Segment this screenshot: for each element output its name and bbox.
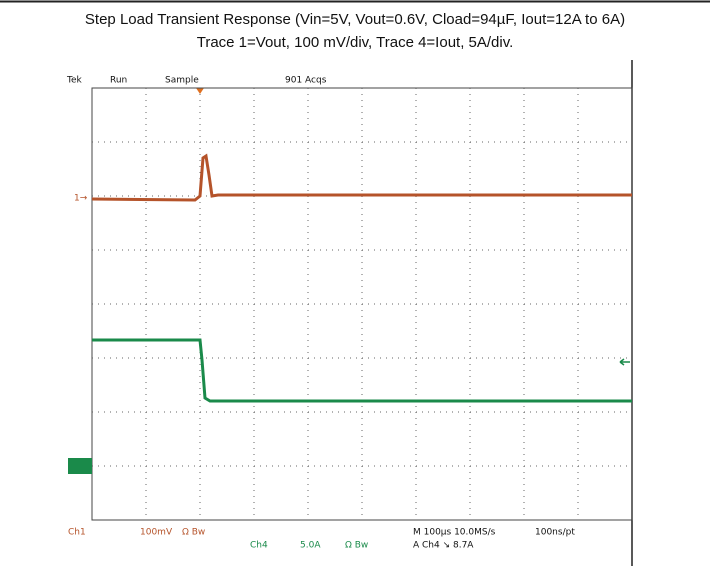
ch4-scale: 5.0A	[300, 541, 321, 551]
ch4-marker	[68, 458, 92, 474]
trigger-pos	[196, 88, 204, 94]
ch4-name: Ch4	[250, 541, 268, 551]
ch1-coupling: Ω Bw	[182, 528, 205, 538]
subtitle: Trace 1=Vout, 100 mV/div, Trace 4=Iout, …	[197, 34, 514, 51]
ch1-scale: 100mV	[140, 528, 173, 538]
ch4-trace	[92, 338, 632, 403]
trigger-level	[619, 358, 630, 366]
resolution: 100ns/pt	[535, 528, 575, 538]
acq-mode: Sample	[165, 76, 199, 86]
acq-count: 901 Acqs	[285, 76, 327, 86]
brand: Tek	[66, 76, 83, 86]
ch4-coupling: Ω Bw	[345, 541, 368, 551]
title: Step Load Transient Response (Vin=5V, Vo…	[85, 11, 625, 28]
run-state: Run	[110, 76, 127, 86]
trigger: A Ch4 ↘ 8.7A	[413, 541, 474, 551]
ch1-marker: 1→	[74, 194, 88, 204]
ch1-name: Ch1	[68, 528, 86, 538]
timebase: M 100µs 10.0MS/s	[413, 528, 496, 538]
graticule	[91, 87, 633, 521]
ch1-trace	[91, 153, 632, 202]
